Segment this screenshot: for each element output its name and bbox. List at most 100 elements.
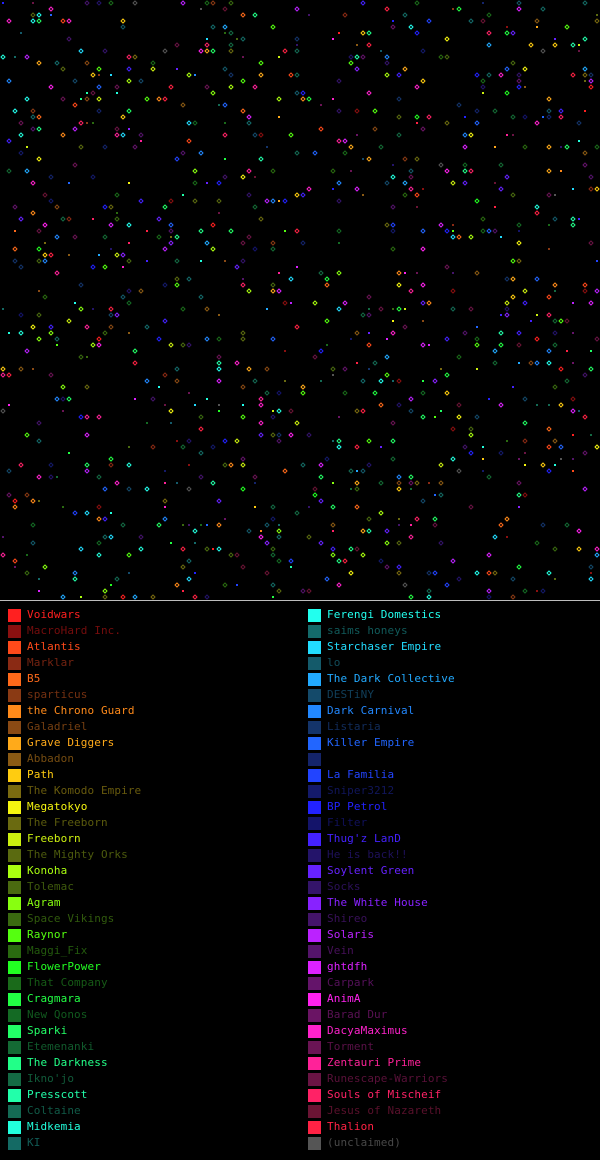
star-system[interactable] (440, 410, 442, 412)
star-system[interactable] (354, 546, 360, 552)
star-system[interactable] (522, 288, 528, 294)
star-system[interactable] (174, 258, 180, 264)
star-system[interactable] (48, 252, 54, 258)
star-system[interactable] (552, 384, 558, 390)
star-system[interactable] (246, 528, 252, 534)
star-system[interactable] (408, 396, 414, 402)
star-system[interactable] (168, 408, 174, 414)
star-system[interactable] (270, 414, 276, 420)
star-system[interactable] (240, 462, 246, 468)
star-system[interactable] (96, 66, 102, 72)
star-system[interactable] (222, 174, 228, 180)
star-system[interactable] (360, 552, 366, 558)
star-system[interactable] (120, 132, 126, 138)
star-system[interactable] (242, 56, 244, 58)
star-system[interactable] (392, 320, 394, 322)
star-system[interactable] (236, 38, 238, 40)
star-system[interactable] (428, 482, 430, 484)
star-system[interactable] (554, 38, 556, 40)
star-system[interactable] (488, 398, 490, 400)
star-system[interactable] (2, 308, 4, 310)
star-system[interactable] (96, 504, 102, 510)
star-system[interactable] (456, 468, 462, 474)
star-system[interactable] (584, 110, 586, 112)
star-system[interactable] (276, 534, 282, 540)
star-system[interactable] (396, 72, 402, 78)
star-system[interactable] (168, 84, 174, 90)
star-system[interactable] (174, 234, 180, 240)
star-system[interactable] (126, 462, 132, 468)
star-system[interactable] (60, 216, 66, 222)
star-system[interactable] (492, 570, 498, 576)
star-system[interactable] (552, 282, 558, 288)
star-system[interactable] (384, 222, 390, 228)
star-system[interactable] (492, 108, 498, 114)
star-system[interactable] (30, 126, 36, 132)
star-system[interactable] (264, 366, 270, 372)
star-system[interactable] (24, 348, 30, 354)
star-system[interactable] (200, 524, 202, 526)
star-system[interactable] (390, 456, 396, 462)
star-system[interactable] (390, 438, 396, 444)
star-system[interactable] (366, 42, 372, 48)
star-system[interactable] (534, 204, 540, 210)
star-system[interactable] (474, 108, 480, 114)
star-system[interactable] (396, 114, 402, 120)
star-system[interactable] (582, 150, 588, 156)
star-system[interactable] (588, 576, 594, 582)
star-system[interactable] (204, 84, 210, 90)
star-system[interactable] (494, 206, 496, 208)
star-system[interactable] (534, 276, 540, 282)
star-system[interactable] (330, 522, 336, 528)
star-system[interactable] (498, 402, 504, 408)
star-system[interactable] (548, 248, 550, 250)
star-system[interactable] (240, 486, 246, 492)
star-system[interactable] (572, 332, 574, 334)
star-system[interactable] (522, 114, 528, 120)
star-system[interactable] (420, 228, 426, 234)
star-system[interactable] (96, 414, 102, 420)
star-system[interactable] (30, 114, 36, 120)
star-system[interactable] (402, 156, 408, 162)
star-system[interactable] (252, 12, 258, 18)
star-system[interactable] (120, 252, 126, 258)
star-system[interactable] (188, 392, 190, 394)
star-system[interactable] (486, 72, 492, 78)
star-system[interactable] (30, 540, 36, 546)
star-system[interactable] (414, 114, 420, 120)
star-system[interactable] (96, 108, 102, 114)
star-system[interactable] (356, 470, 358, 472)
star-system[interactable] (552, 546, 558, 552)
star-system[interactable] (240, 330, 246, 336)
star-system[interactable] (78, 48, 84, 54)
star-system[interactable] (486, 30, 492, 36)
star-system[interactable] (342, 138, 348, 144)
star-system[interactable] (342, 390, 348, 396)
star-system[interactable] (318, 126, 324, 132)
star-system[interactable] (102, 144, 108, 150)
star-system[interactable] (408, 474, 414, 480)
star-system[interactable] (582, 36, 588, 42)
star-system[interactable] (576, 546, 582, 552)
star-system[interactable] (276, 438, 282, 444)
star-system[interactable] (480, 216, 486, 222)
star-system[interactable] (560, 146, 562, 148)
star-system[interactable] (162, 246, 168, 252)
star-system[interactable] (198, 474, 204, 480)
star-system[interactable] (258, 216, 264, 222)
star-system[interactable] (72, 234, 78, 240)
star-system[interactable] (62, 410, 64, 412)
star-system[interactable] (116, 212, 118, 214)
star-system[interactable] (272, 410, 274, 412)
star-system[interactable] (332, 440, 334, 442)
star-system[interactable] (392, 20, 394, 22)
star-system[interactable] (354, 504, 360, 510)
star-system[interactable] (224, 158, 226, 160)
star-system[interactable] (450, 234, 456, 240)
star-system[interactable] (180, 306, 186, 312)
star-system[interactable] (368, 332, 370, 334)
star-system[interactable] (360, 528, 366, 534)
star-system[interactable] (182, 590, 184, 592)
star-system[interactable] (110, 512, 112, 514)
star-system[interactable] (476, 368, 478, 370)
